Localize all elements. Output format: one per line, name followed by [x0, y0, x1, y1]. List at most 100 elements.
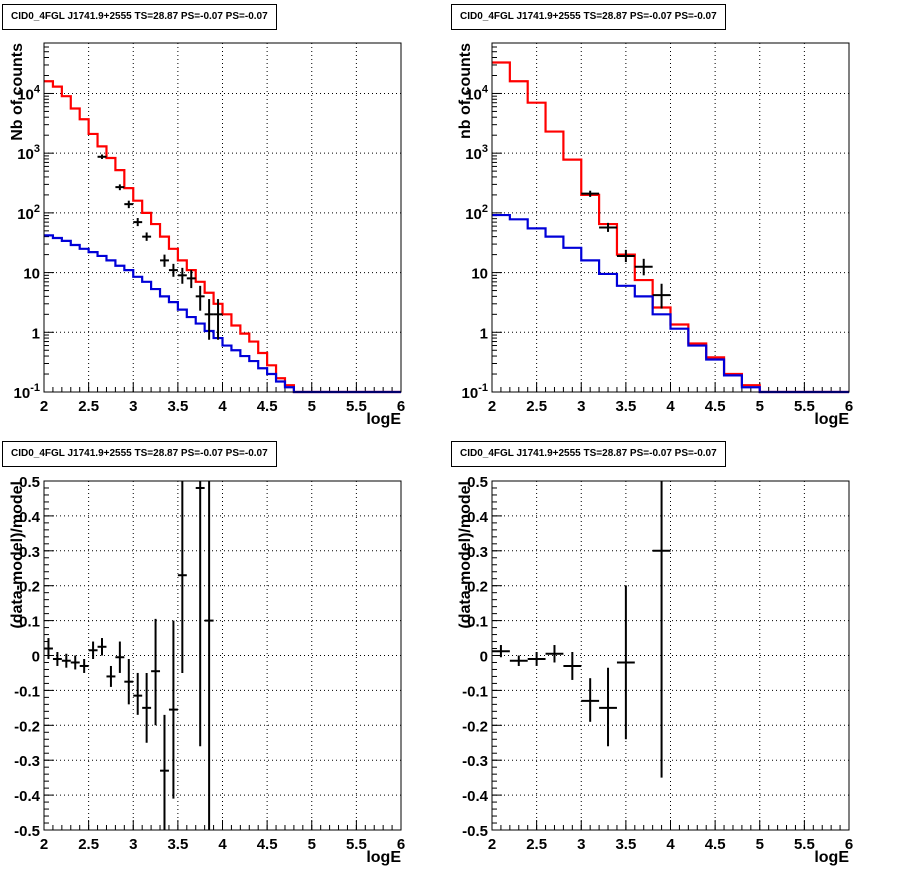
x-tick-label: 3.5	[615, 836, 636, 853]
y-tick-label: -0.1	[462, 683, 488, 700]
data-point	[142, 232, 152, 241]
plot-frame	[43, 480, 402, 831]
data-point	[168, 620, 178, 799]
data-point	[97, 154, 107, 159]
data-point	[492, 645, 510, 658]
data-point	[168, 263, 178, 277]
data-point	[160, 254, 169, 267]
x-tick-label: 2	[40, 836, 48, 853]
x-axis-title: logE	[814, 849, 849, 866]
y-tick-label: 0.2	[467, 579, 488, 596]
y-tick-label: 0	[32, 649, 40, 666]
x-tick-label: 4	[666, 398, 675, 415]
y-tick-label: 10-1	[462, 382, 488, 402]
data-point	[563, 652, 582, 680]
data-point	[151, 618, 161, 726]
data-point	[581, 678, 600, 722]
y-tick-label: -0.2	[462, 718, 488, 735]
plot-frame	[43, 42, 402, 393]
y-tick-label: 102	[17, 203, 40, 223]
y-tick-label: 104	[465, 83, 489, 103]
plot-title: CID0_4FGL J1741.9+2555 TS=28.87 PS=-0.07…	[451, 4, 726, 30]
x-tick-label: 3.5	[615, 398, 636, 415]
plot-title: CID0_4FGL J1741.9+2555 TS=28.87 PS=-0.07…	[451, 441, 726, 467]
x-tick-label: 2.5	[78, 398, 99, 415]
data-point	[527, 652, 546, 666]
data-point	[133, 218, 143, 227]
data-point	[195, 285, 205, 311]
chart-bottom-right: 2 2.5 3 3.5 4 4.5 5 5.5 6 -0.5 -0.4 -0.3 -0.2 -0.1 0 0.…	[457, 474, 853, 866]
y-tick-label: 103	[465, 143, 488, 163]
y-axis-title: (data-model)/model	[457, 481, 474, 629]
y-tick-label: 0.5	[467, 474, 488, 491]
x-tick-label: 4.5	[705, 836, 726, 853]
data-point	[44, 638, 53, 659]
data-point	[177, 481, 187, 673]
data-point	[581, 190, 600, 197]
y-tick-label: -0.2	[14, 718, 40, 735]
y-tick-label: 102	[465, 203, 488, 223]
plot-frame	[491, 42, 850, 393]
data-point	[79, 658, 89, 673]
y-tick-label: 10	[23, 266, 40, 283]
data-point	[70, 655, 80, 670]
y-tick-label: 10	[471, 266, 488, 283]
x-tick-label: 2	[488, 836, 496, 853]
data-point	[509, 655, 528, 666]
y-tick-label: 103	[17, 143, 40, 163]
x-tick-label: 5.5	[794, 836, 815, 853]
data-point	[195, 481, 205, 747]
y-tick-label: -0.5	[14, 823, 40, 840]
y-tick-label: 0.1	[19, 614, 40, 631]
y-tick-label: 10-1	[14, 382, 40, 402]
y-axis-title: (data-model)/model	[9, 481, 26, 629]
x-tick-label: 6	[845, 836, 853, 853]
y-tick-label: -0.1	[14, 683, 40, 700]
y-tick-label: 0.3	[19, 544, 40, 561]
data-point	[124, 200, 134, 209]
data-point	[142, 672, 152, 743]
data-point	[545, 645, 564, 663]
y-tick-label: 0.4	[467, 509, 489, 526]
plot-title: CID0_4FGL J1741.9+2555 TS=28.87 PS=-0.07…	[2, 441, 277, 467]
data-point	[124, 658, 134, 705]
x-axis-title: logE	[366, 411, 401, 428]
x-tick-label: 3	[577, 836, 585, 853]
x-tick-label: 5	[308, 836, 316, 853]
y-axis-title: nb of counts	[457, 43, 474, 139]
y-tick-label: -0.5	[462, 823, 488, 840]
data-point	[213, 299, 223, 340]
data-point	[177, 267, 187, 284]
pad-top-right: CID0_4FGL J1741.9+2555 TS=28.87 PS=-0.07…	[449, 0, 898, 437]
x-tick-label: 5	[308, 398, 316, 415]
data-point	[133, 672, 143, 715]
x-tick-label: 3	[129, 398, 137, 415]
x-tick-label: 2	[40, 398, 48, 415]
x-tick-label: 5.5	[346, 398, 367, 415]
data-point	[599, 222, 617, 232]
y-tick-label: 0.3	[467, 544, 488, 561]
data-point	[652, 283, 671, 309]
y-tick-label: -0.4	[14, 788, 41, 805]
x-tick-label: 6	[845, 398, 853, 415]
y-tick-label: 0.5	[19, 474, 40, 491]
x-tick-label: 5.5	[794, 398, 815, 415]
x-tick-label: 5.5	[346, 836, 367, 853]
data-point	[115, 184, 125, 191]
pad-bottom-left: CID0_4FGL J1741.9+2555 TS=28.87 PS=-0.07…	[0, 437, 449, 875]
pad-top-left: CID0_4FGL J1741.9+2555 TS=28.87 PS=-0.07…	[0, 0, 449, 437]
data-point	[616, 585, 635, 740]
plot-title: CID0_4FGL J1741.9+2555 TS=28.87 PS=-0.07…	[2, 4, 277, 30]
plot-frame	[491, 480, 850, 831]
y-tick-label: -0.3	[14, 753, 40, 770]
y-tick-label: 0.2	[19, 579, 40, 596]
data-point	[52, 652, 62, 666]
data-point	[652, 481, 671, 778]
x-tick-label: 4.5	[257, 398, 278, 415]
data-point	[97, 638, 107, 656]
chart-top-right: 2 2.5 3 3.5 4 4.5 5 5.5 6 10-1 1 10 102 103 104 logE nb …	[457, 42, 853, 428]
x-tick-label: 3.5	[167, 836, 188, 853]
y-tick-label: 1	[32, 325, 40, 342]
x-tick-label: 6	[397, 398, 405, 415]
data-point	[106, 665, 116, 687]
